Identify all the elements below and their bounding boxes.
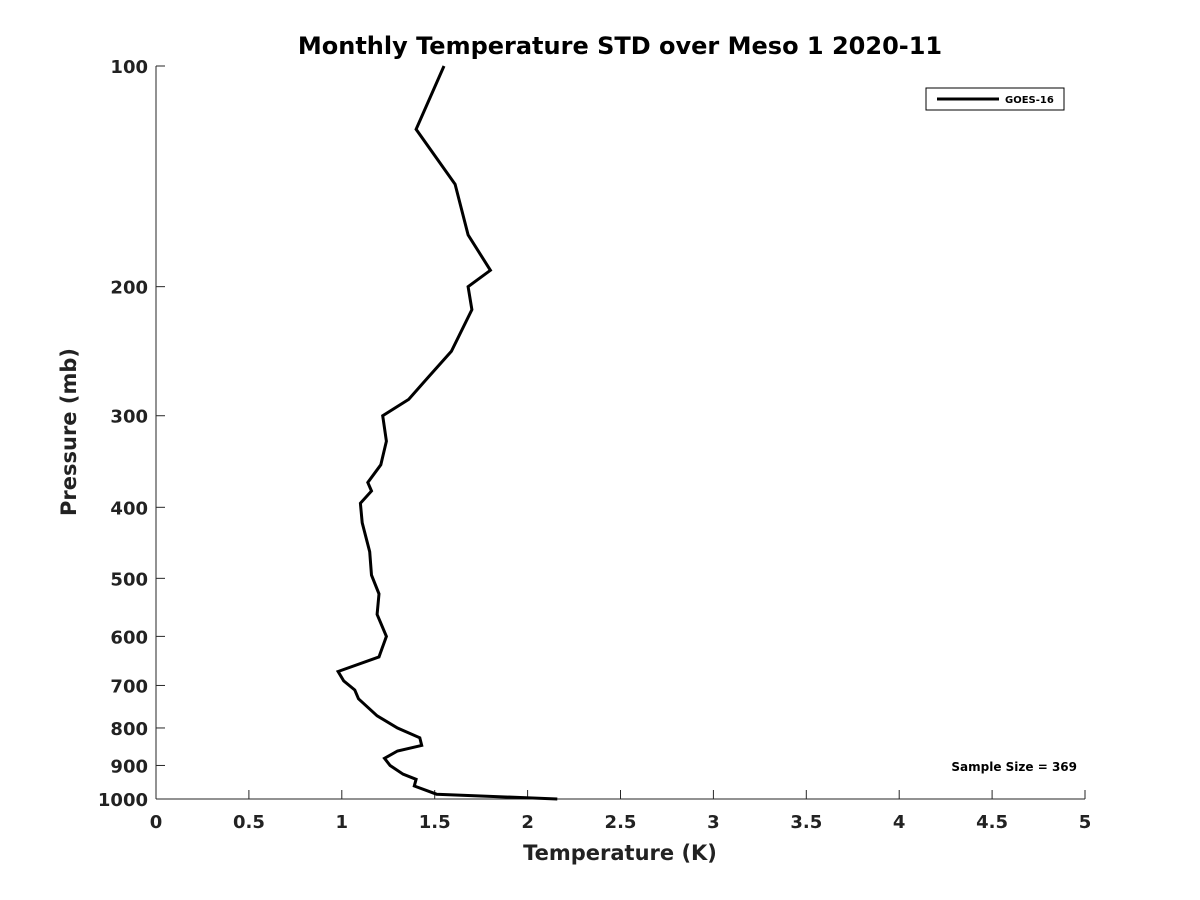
plot-axes xyxy=(155,66,1085,800)
x-tick-label: 2 xyxy=(521,812,534,833)
x-tick-label: 1.5 xyxy=(419,812,451,833)
legend-label-goes-16: GOES-16 xyxy=(1005,95,1054,106)
x-tick-label: 0.5 xyxy=(233,812,265,833)
y-tick-label: 600 xyxy=(110,627,148,648)
series-line-goes-16 xyxy=(335,65,558,801)
y-tick-label: 1000 xyxy=(98,790,148,811)
legend: GOES-16 xyxy=(925,87,1065,111)
y-tick-label: 200 xyxy=(110,278,148,299)
x-tick-label: 5 xyxy=(1079,812,1092,833)
sample-size-annotation: Sample Size = 369 xyxy=(951,760,1077,774)
x-tick-label: 3.5 xyxy=(790,812,822,833)
x-tick-label: 0 xyxy=(150,812,163,833)
y-tick-label: 300 xyxy=(110,407,148,428)
y-tick-label: 500 xyxy=(110,569,148,590)
x-axis-label: Temperature (K) xyxy=(523,841,717,865)
axis-ticks: 0 0.5 1 1.5 2 2.5 3 3.5 4 4.5 5 100 200 300 400 500 600 7… xyxy=(98,57,1091,833)
x-tick-label: 2.5 xyxy=(605,812,637,833)
series-layer xyxy=(335,65,558,801)
y-axis-label: Pressure (mb) xyxy=(57,348,81,516)
x-tick-label: 4.5 xyxy=(976,812,1008,833)
y-tick-label: 800 xyxy=(110,719,148,740)
y-tick-label: 400 xyxy=(110,498,148,519)
x-tick-label: 1 xyxy=(336,812,349,833)
x-tick-label: 3 xyxy=(707,812,720,833)
y-tick-label: 900 xyxy=(110,756,148,777)
y-tick-label: 100 xyxy=(110,57,148,78)
x-tick-label: 4 xyxy=(893,812,906,833)
y-tick-label: 700 xyxy=(110,676,148,697)
chart-title: Monthly Temperature STD over Meso 1 2020… xyxy=(298,32,942,60)
